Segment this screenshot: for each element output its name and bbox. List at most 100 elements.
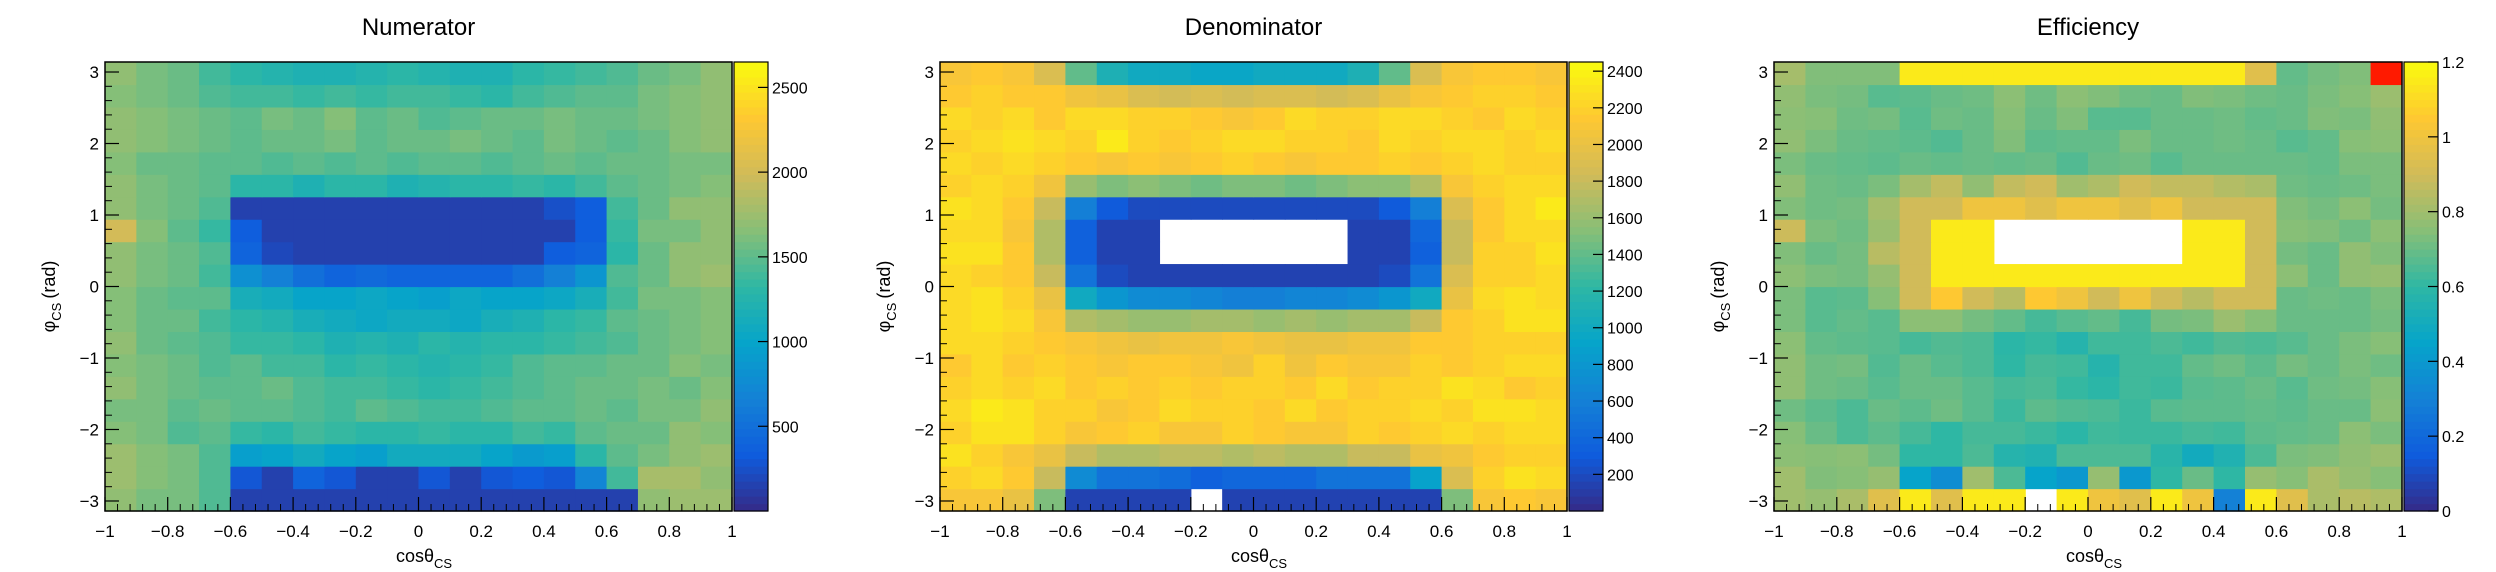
y-tick-label: −2 bbox=[80, 420, 99, 439]
heatmap-cell bbox=[136, 129, 169, 153]
heatmap-cell bbox=[1774, 376, 1806, 400]
heatmap-cell bbox=[355, 376, 388, 400]
heatmap-cell bbox=[2276, 151, 2309, 175]
heatmap-cell bbox=[1993, 174, 2026, 198]
heatmap-cell bbox=[199, 398, 231, 422]
heatmap-cell bbox=[167, 196, 200, 220]
heatmap-cell bbox=[1962, 84, 1995, 108]
heatmap-cell bbox=[355, 308, 388, 332]
heatmap-cell bbox=[1065, 353, 1098, 377]
heatmap-cell bbox=[1378, 151, 1411, 175]
heatmap-cell bbox=[1472, 219, 1505, 243]
heatmap-cell bbox=[1836, 443, 1869, 467]
heatmap-cell bbox=[606, 106, 639, 130]
x-tick-label: 0.8 bbox=[657, 522, 681, 541]
heatmap-cell bbox=[418, 174, 451, 198]
heatmap-cell bbox=[1962, 174, 1995, 198]
heatmap-cell bbox=[1159, 286, 1192, 310]
heatmap-cell bbox=[355, 129, 388, 153]
heatmap-cell bbox=[606, 398, 639, 422]
heatmap-cell bbox=[2182, 196, 2215, 220]
heatmap-cell bbox=[1504, 488, 1537, 512]
heatmap-cell bbox=[167, 466, 200, 490]
heatmap-cell bbox=[1410, 353, 1443, 377]
heatmap-cell bbox=[2307, 398, 2340, 422]
heatmap-cell bbox=[1190, 308, 1223, 332]
heatmap-cell bbox=[2339, 353, 2372, 377]
heatmap-cell bbox=[324, 151, 357, 175]
heatmap-cell bbox=[1836, 286, 1869, 310]
colorbar-segment bbox=[734, 436, 768, 445]
heatmap-cell bbox=[2088, 62, 2120, 86]
heatmap-cell bbox=[199, 286, 231, 310]
heatmap-cell bbox=[1253, 421, 1286, 445]
heatmap-cell bbox=[167, 398, 200, 422]
colorbar-segment bbox=[734, 496, 768, 505]
heatmap-cell bbox=[1535, 241, 1568, 265]
heatmap-cell bbox=[669, 241, 702, 265]
heatmap-cell bbox=[971, 331, 1004, 355]
heatmap-cell bbox=[1096, 488, 1129, 512]
heatmap-cell bbox=[1899, 331, 1932, 355]
heatmap-cell bbox=[136, 151, 169, 175]
y-tick-label: 3 bbox=[1759, 63, 1768, 82]
heatmap-cell bbox=[418, 62, 451, 86]
heatmap-cell bbox=[2150, 286, 2183, 310]
heatmap-cell bbox=[575, 331, 608, 355]
heatmap-cell bbox=[575, 219, 608, 243]
heatmap-cell bbox=[1836, 174, 1869, 198]
heatmap-cell bbox=[136, 241, 169, 265]
heatmap-cell bbox=[2276, 308, 2309, 332]
x-tick-label: −0.4 bbox=[1111, 522, 1145, 541]
heatmap-cell bbox=[1284, 174, 1317, 198]
heatmap-cell bbox=[2088, 466, 2120, 490]
heatmap-cell bbox=[1002, 84, 1035, 108]
heatmap-cell bbox=[2245, 376, 2277, 400]
heatmap-cell bbox=[324, 62, 357, 86]
heatmap-cell bbox=[105, 308, 137, 332]
heatmap-cell bbox=[2307, 376, 2340, 400]
heatmap-cell bbox=[1347, 264, 1380, 288]
heatmap-cell bbox=[2276, 421, 2309, 445]
heatmap-cell bbox=[1836, 376, 1869, 400]
colorbar-segment bbox=[1569, 368, 1603, 377]
heatmap-cell bbox=[1441, 129, 1474, 153]
heatmap-cell bbox=[1472, 174, 1505, 198]
heatmap-cell bbox=[387, 196, 420, 220]
heatmap-cell bbox=[2182, 353, 2215, 377]
heatmap-cell bbox=[940, 62, 972, 86]
colorbar-segment bbox=[734, 443, 768, 452]
colorbar-segment bbox=[1569, 496, 1603, 505]
heatmap-cell bbox=[2307, 466, 2340, 490]
heatmap-cell bbox=[1441, 219, 1474, 243]
heatmap-cell bbox=[1441, 174, 1474, 198]
heatmap-cell bbox=[1222, 62, 1255, 86]
heatmap-cell bbox=[481, 398, 514, 422]
heatmap-cell bbox=[1836, 308, 1869, 332]
colorbar-segment bbox=[734, 189, 768, 198]
heatmap-cell bbox=[2119, 151, 2152, 175]
heatmap-cell bbox=[1190, 376, 1223, 400]
heatmap-cell bbox=[1504, 443, 1537, 467]
heatmap-cell bbox=[2088, 196, 2120, 220]
heatmap-cell bbox=[512, 398, 545, 422]
colorbar-tick-label: 2000 bbox=[1607, 137, 1643, 154]
heatmap-cell bbox=[105, 421, 137, 445]
heatmap-cell bbox=[1347, 308, 1380, 332]
heatmap-cell bbox=[1128, 286, 1161, 310]
y-tick-label: −2 bbox=[1749, 420, 1768, 439]
heatmap-cell bbox=[2088, 398, 2120, 422]
x-tick-label: −0.6 bbox=[1883, 522, 1917, 541]
heatmap-cell bbox=[1535, 106, 1568, 130]
heatmap-cell bbox=[606, 443, 639, 467]
heatmap-cell bbox=[1253, 151, 1286, 175]
heatmap-cell bbox=[1899, 62, 1932, 86]
heatmap-cell bbox=[606, 84, 639, 108]
heatmap-cell bbox=[940, 353, 972, 377]
heatmap-cell bbox=[136, 308, 169, 332]
heatmap-cell bbox=[2119, 129, 2152, 153]
heatmap-cell bbox=[700, 376, 733, 400]
heatmap-cell bbox=[700, 241, 733, 265]
heatmap-cell bbox=[2339, 421, 2372, 445]
heatmap-cell bbox=[2025, 421, 2058, 445]
